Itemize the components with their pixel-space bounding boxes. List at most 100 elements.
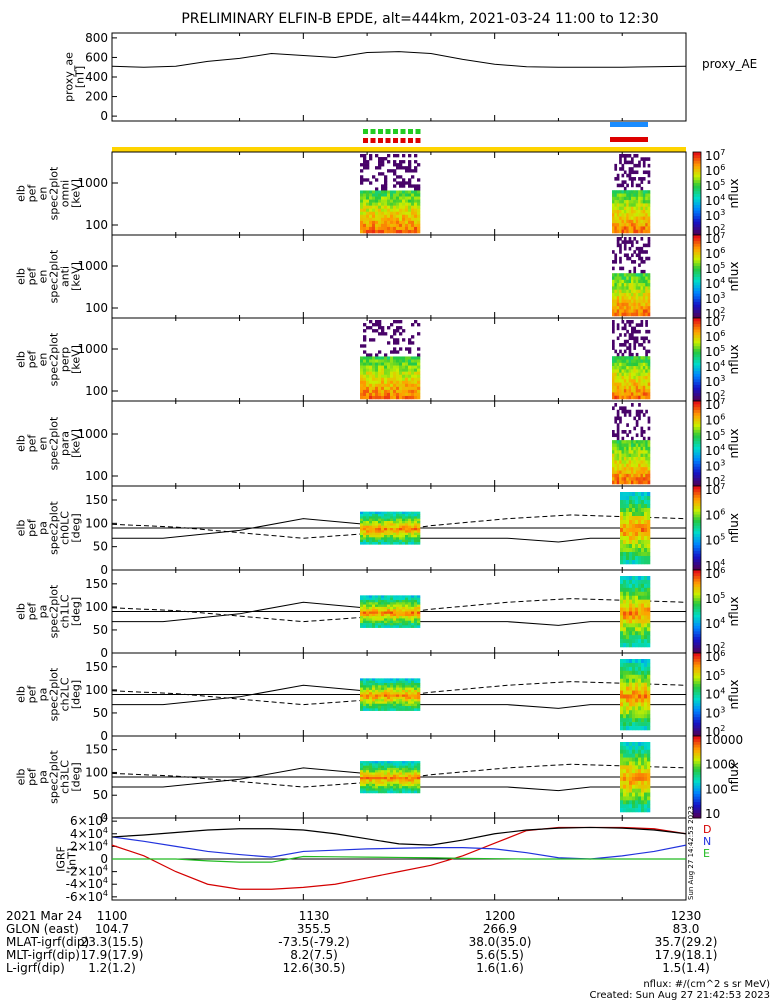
spectrogram-cell (645, 229, 648, 234)
spectrogram-cell (647, 540, 651, 545)
spectrogram-cell (638, 504, 642, 509)
y-tick-label: 50 (93, 788, 108, 802)
spectrogram-cell (635, 470, 639, 475)
spectrogram-cell (384, 779, 388, 782)
spectrogram-cell (626, 552, 630, 557)
spectrogram-cell (378, 223, 382, 228)
spectrogram-cell (378, 356, 382, 360)
spectrogram-cell (647, 229, 651, 234)
spectrogram-cell (378, 516, 382, 519)
spectrogram-cell (620, 603, 624, 608)
spectrogram-cell (390, 374, 394, 379)
spectrogram-cell (384, 217, 388, 222)
spectrogram-cell (647, 603, 651, 608)
spectrogram-cell (623, 603, 627, 608)
spectrogram-cell (402, 770, 406, 773)
spectrogram-cell (405, 599, 409, 603)
spectrogram-cell (647, 240, 651, 244)
spectrogram-cell (384, 383, 388, 388)
spectrogram-cell (635, 299, 639, 304)
spectrogram-cell (417, 362, 421, 366)
spectrogram-cell (393, 685, 397, 688)
spectrogram-cell (363, 386, 367, 391)
spectrogram-cell (384, 611, 388, 615)
y-axis-label-line: pa (37, 605, 50, 619)
spectrogram-cell (638, 203, 641, 207)
spectrogram-cell (635, 804, 639, 809)
colorbar-step (693, 556, 701, 560)
colorbar-step (693, 491, 701, 495)
spectrogram-cell (396, 205, 400, 209)
colorbar-step (693, 664, 701, 668)
spectrogram-cell (631, 306, 634, 310)
spectrogram-cell (402, 392, 406, 397)
spectrogram-cell (399, 772, 403, 776)
spectrogram-cell (638, 460, 641, 465)
spectrogram-cell (375, 694, 379, 698)
spectrogram-cell (363, 623, 367, 626)
spectrogram-cell (640, 440, 644, 444)
spectrogram-cell (375, 516, 379, 519)
spectrogram-cell (623, 639, 627, 644)
spectrogram-cell (402, 761, 406, 764)
spectrogram-cell (399, 539, 403, 543)
spectrogram-cell (414, 539, 418, 543)
spectrogram-cell (363, 613, 367, 617)
spectrogram-cell (387, 392, 391, 397)
spectrogram-cell (632, 742, 636, 747)
spectrogram-cell (647, 643, 651, 648)
spectrogram-cell (369, 781, 373, 785)
spectrogram-cell (399, 530, 403, 533)
spectrogram-cell (644, 694, 648, 699)
spectrogram-cell (612, 369, 615, 373)
spectrogram-cell (641, 678, 645, 683)
spectrogram-cell (408, 694, 412, 698)
spectrogram-cell (641, 599, 645, 604)
spectrogram-cell (414, 518, 418, 522)
spectrogram-cell (387, 696, 391, 700)
spectrogram-cell (632, 670, 636, 676)
spectrogram-cell (375, 530, 379, 533)
spectrogram-cell (393, 356, 397, 360)
spectrogram-cell (396, 528, 400, 531)
y-tick-label: 150 (85, 743, 108, 757)
spectrogram-cell (645, 196, 648, 201)
spectrogram-cell (369, 678, 373, 681)
spectrogram-cell (366, 525, 370, 529)
spectrogram-cell (638, 213, 641, 217)
spectrogram-cell (626, 203, 629, 207)
spectrogram-cell (387, 625, 391, 628)
spectrogram-cell (633, 346, 637, 350)
spectrogram-cell (366, 761, 370, 764)
spectrogram-cell (378, 226, 382, 231)
colorbar-step (693, 474, 701, 478)
spectrogram-cell (633, 463, 637, 468)
spectrogram-cell (638, 343, 641, 347)
y-tick-label: 100 (85, 516, 108, 530)
spectrogram-cell (393, 783, 397, 787)
spectrogram-cell (647, 544, 651, 549)
spectrogram-cell (360, 359, 364, 363)
colorbar-step (693, 432, 701, 436)
spectrogram-cell (411, 689, 415, 693)
spectrogram-cell (645, 473, 648, 478)
spectrogram-cell (633, 426, 637, 431)
spectrogram-cell (642, 395, 646, 400)
colorbar-step (693, 423, 701, 427)
spectrogram-cell (647, 520, 651, 525)
spectrogram-cell (411, 371, 415, 375)
footer-value: 104.7 (95, 922, 129, 936)
spectrogram-cell (396, 154, 400, 158)
spectrogram-cell (405, 528, 409, 531)
spectrogram-cell (396, 326, 400, 330)
spectrogram-cell (411, 708, 415, 711)
spectrogram-cell (629, 595, 633, 600)
spectrogram-cell (628, 372, 632, 377)
colorbar-label: nflux (727, 762, 741, 792)
spectrogram-cell (381, 389, 385, 394)
spectrogram-cell (647, 765, 651, 770)
spectrogram-cell (363, 692, 367, 695)
spectrogram-cell (405, 535, 409, 538)
spectrogram-cell (638, 443, 641, 448)
spectrogram-cell (616, 369, 620, 373)
